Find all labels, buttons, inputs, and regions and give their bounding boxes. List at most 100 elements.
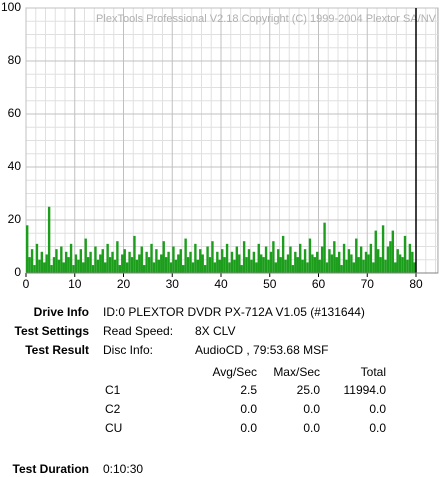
bar <box>84 238 87 273</box>
bar <box>157 259 161 273</box>
x-tick-label: 60 <box>312 277 326 291</box>
column-header: Avg/Sec <box>212 365 257 379</box>
x-tick-label: 30 <box>166 277 180 291</box>
bar <box>333 241 336 273</box>
bar <box>291 265 295 273</box>
bar <box>130 257 134 273</box>
bar <box>145 251 148 273</box>
bar <box>221 249 224 273</box>
bar <box>277 249 280 273</box>
bar <box>206 246 209 273</box>
bar <box>330 254 334 273</box>
bar <box>65 251 68 273</box>
bar <box>260 254 263 273</box>
bar <box>308 238 312 273</box>
bar <box>379 257 382 273</box>
bar <box>394 262 397 273</box>
bar <box>316 251 319 273</box>
bar <box>269 251 273 273</box>
bar <box>164 257 168 273</box>
bar <box>335 257 338 273</box>
column-header: Total <box>360 365 386 379</box>
bar <box>169 262 173 273</box>
bar <box>255 262 258 273</box>
bar <box>296 257 299 273</box>
bar <box>62 262 65 273</box>
cell: 0.0 <box>369 421 386 435</box>
bar <box>391 230 395 273</box>
bar <box>325 262 329 273</box>
y-tick-label: 0 <box>14 265 21 279</box>
bar <box>86 257 90 273</box>
bar <box>235 246 239 273</box>
bar <box>199 249 202 273</box>
bar <box>233 259 236 273</box>
settings-value: 8X CLV <box>195 324 236 338</box>
bar <box>213 262 217 273</box>
y-tick-label: 20 <box>8 212 22 226</box>
bar <box>257 243 260 273</box>
bar <box>396 249 399 273</box>
chart: 0 20 40 60 80 100 0 10 20 30 40 50 60 70 80 PlexTools P… <box>1 0 439 291</box>
bar <box>369 243 373 273</box>
bar <box>94 246 97 273</box>
cell: 11994.0 <box>343 383 387 397</box>
result-value: AudioCD , 79:53.68 MSF <box>195 343 329 357</box>
bar <box>194 243 197 273</box>
bar <box>386 246 390 273</box>
y-tick-label: 40 <box>8 159 22 173</box>
bar <box>77 259 80 273</box>
bar <box>303 249 307 273</box>
bar <box>35 243 39 273</box>
bar <box>264 246 268 273</box>
bar <box>152 262 156 273</box>
bar <box>143 265 146 273</box>
x-tick-label: 10 <box>68 277 82 291</box>
bar <box>274 262 278 273</box>
bar <box>111 251 114 273</box>
settings-label: Test Settings <box>14 324 89 338</box>
bar <box>408 243 412 273</box>
bar <box>106 243 109 273</box>
bar <box>79 249 83 273</box>
bar <box>196 259 200 273</box>
bar <box>372 262 375 273</box>
bar <box>101 249 104 273</box>
bar <box>33 265 36 273</box>
bar <box>208 257 212 273</box>
result-key: Disc Info: <box>103 343 154 357</box>
bar <box>28 257 31 273</box>
bar <box>218 259 221 273</box>
bar <box>150 243 153 273</box>
bar <box>133 235 136 273</box>
duration-label: Test Duration <box>12 462 89 476</box>
x-tick-label: 20 <box>117 277 131 291</box>
bar <box>45 254 48 273</box>
bar <box>91 265 95 273</box>
result-label: Test Result <box>25 343 89 357</box>
bar <box>377 249 380 273</box>
bar <box>359 246 363 273</box>
bar <box>104 262 107 273</box>
bar <box>40 251 44 273</box>
cell: 0.0 <box>303 402 320 416</box>
cell: 2.5 <box>240 383 257 397</box>
bar <box>357 257 360 273</box>
bar <box>125 262 129 273</box>
bar <box>38 259 41 273</box>
bar <box>177 254 180 273</box>
bar <box>74 254 78 273</box>
bar <box>306 262 309 273</box>
bar <box>179 249 182 273</box>
bar <box>362 259 365 273</box>
bar <box>406 259 409 273</box>
bar <box>174 259 178 273</box>
cell: 0.0 <box>369 402 386 416</box>
row-label: C1 <box>105 383 121 397</box>
bar <box>147 257 151 273</box>
bar <box>82 262 85 273</box>
bar <box>172 246 175 273</box>
bar <box>245 257 248 273</box>
bar <box>284 259 287 273</box>
bar <box>55 249 58 273</box>
